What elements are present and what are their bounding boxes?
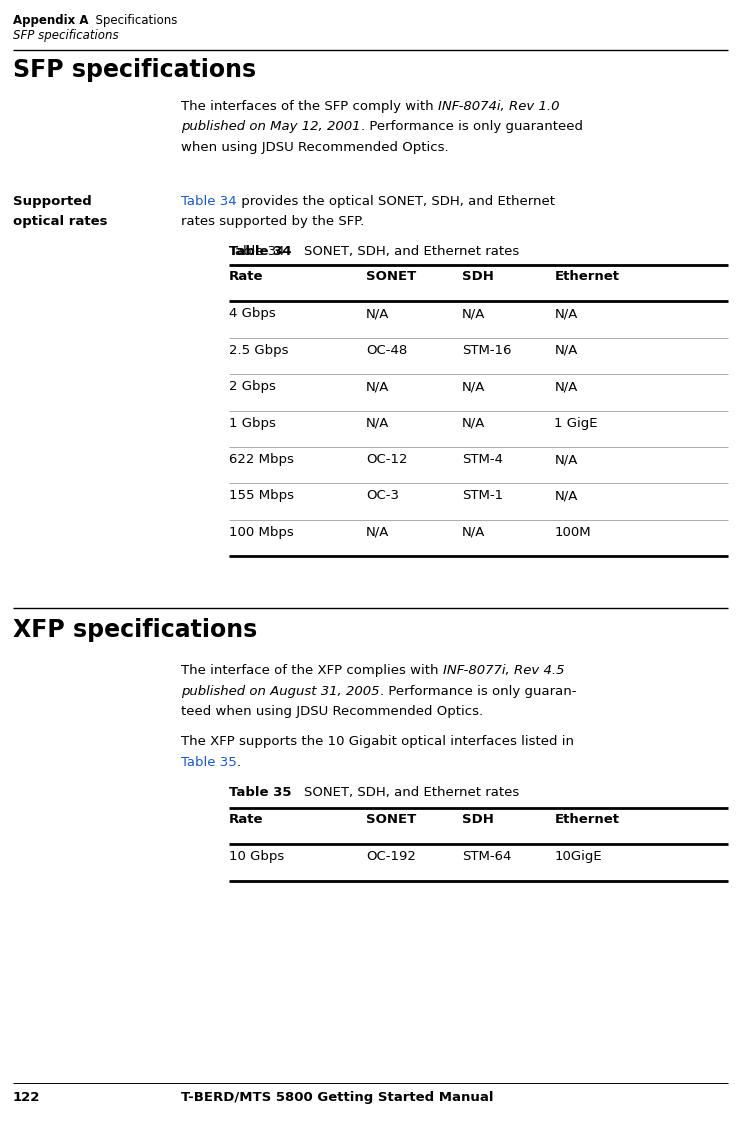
Text: rates supported by the SFP.: rates supported by the SFP. [181, 215, 364, 229]
Text: published on May 12, 2001: published on May 12, 2001 [181, 121, 361, 133]
Text: 122: 122 [13, 1091, 40, 1104]
Text: STM-4: STM-4 [462, 453, 503, 467]
Text: when using JDSU Recommended Optics.: when using JDSU Recommended Optics. [181, 141, 449, 154]
Text: Specifications: Specifications [88, 14, 177, 27]
Text: Rate: Rate [229, 270, 264, 283]
Text: . Performance is only guaran-: . Performance is only guaran- [380, 685, 576, 698]
Text: teed when using JDSU Recommended Optics.: teed when using JDSU Recommended Optics. [181, 706, 483, 718]
Text: SDH: SDH [462, 813, 494, 826]
Text: Table 34: Table 34 [181, 195, 236, 208]
Text: 1 Gbps: 1 Gbps [229, 417, 276, 430]
Text: 10 Gbps: 10 Gbps [229, 850, 285, 864]
Text: . Performance is only guaranteed: . Performance is only guaranteed [361, 121, 582, 133]
Text: Table 34: Table 34 [229, 245, 292, 258]
Text: The XFP supports the 10 Gigabit optical interfaces listed in: The XFP supports the 10 Gigabit optical … [181, 735, 574, 749]
Text: XFP specifications: XFP specifications [13, 618, 257, 642]
Text: SONET: SONET [366, 270, 416, 283]
Text: The interfaces of the SFP comply with: The interfaces of the SFP comply with [181, 100, 438, 113]
Text: Table 35: Table 35 [229, 785, 292, 799]
Text: published on August 31, 2005: published on August 31, 2005 [181, 685, 380, 698]
Text: 155 Mbps: 155 Mbps [229, 489, 294, 503]
Text: STM-16: STM-16 [462, 344, 511, 357]
Text: N/A: N/A [366, 380, 389, 394]
Text: Table 35: Table 35 [181, 756, 236, 769]
Text: N/A: N/A [462, 380, 486, 394]
Text: 2 Gbps: 2 Gbps [229, 380, 276, 394]
Text: INF-8077i, Rev 4.5: INF-8077i, Rev 4.5 [443, 665, 565, 677]
Text: 1 GigE: 1 GigE [554, 417, 598, 430]
Text: 100M: 100M [554, 526, 591, 539]
Text: Ethernet: Ethernet [554, 270, 619, 283]
Text: 622 Mbps: 622 Mbps [229, 453, 294, 467]
Text: SDH: SDH [462, 270, 494, 283]
Text: N/A: N/A [554, 344, 578, 357]
Text: N/A: N/A [462, 307, 486, 321]
Text: 10GigE: 10GigE [554, 850, 602, 864]
Text: The interface of the XFP complies with: The interface of the XFP complies with [181, 665, 443, 677]
Text: SFP specifications: SFP specifications [13, 28, 118, 42]
Text: Rate: Rate [229, 813, 264, 826]
Text: SONET: SONET [366, 813, 416, 826]
Text: SONET, SDH, and Ethernet rates: SONET, SDH, and Ethernet rates [304, 785, 519, 799]
Text: STM-1: STM-1 [462, 489, 503, 503]
Text: T-BERD/MTS 5800 Getting Started Manual: T-BERD/MTS 5800 Getting Started Manual [181, 1091, 494, 1104]
Text: Appendix A: Appendix A [13, 14, 88, 27]
Text: N/A: N/A [554, 453, 578, 467]
Text: N/A: N/A [554, 380, 578, 394]
Text: 100 Mbps: 100 Mbps [229, 526, 294, 539]
Text: N/A: N/A [462, 417, 486, 430]
Text: OC-3: OC-3 [366, 489, 399, 503]
Text: 4 Gbps: 4 Gbps [229, 307, 276, 321]
Text: Supported: Supported [13, 195, 92, 208]
Text: OC-48: OC-48 [366, 344, 407, 357]
Text: N/A: N/A [554, 489, 578, 503]
Text: Ethernet: Ethernet [554, 813, 619, 826]
Text: N/A: N/A [366, 307, 389, 321]
Text: SFP specifications: SFP specifications [13, 58, 256, 82]
Text: optical rates: optical rates [13, 215, 107, 229]
Text: STM-64: STM-64 [462, 850, 511, 864]
Text: 2.5 Gbps: 2.5 Gbps [229, 344, 289, 357]
Text: N/A: N/A [366, 417, 389, 430]
Text: provides the optical SONET, SDH, and Ethernet: provides the optical SONET, SDH, and Eth… [236, 195, 555, 208]
Text: N/A: N/A [366, 526, 389, 539]
Text: Table 34: Table 34 [229, 245, 285, 258]
Text: OC-192: OC-192 [366, 850, 415, 864]
Text: SONET, SDH, and Ethernet rates: SONET, SDH, and Ethernet rates [304, 245, 519, 258]
Text: N/A: N/A [462, 526, 486, 539]
Text: INF-8074i, Rev 1.0: INF-8074i, Rev 1.0 [438, 100, 559, 113]
Text: N/A: N/A [554, 307, 578, 321]
Text: OC-12: OC-12 [366, 453, 407, 467]
Text: .: . [236, 756, 241, 769]
